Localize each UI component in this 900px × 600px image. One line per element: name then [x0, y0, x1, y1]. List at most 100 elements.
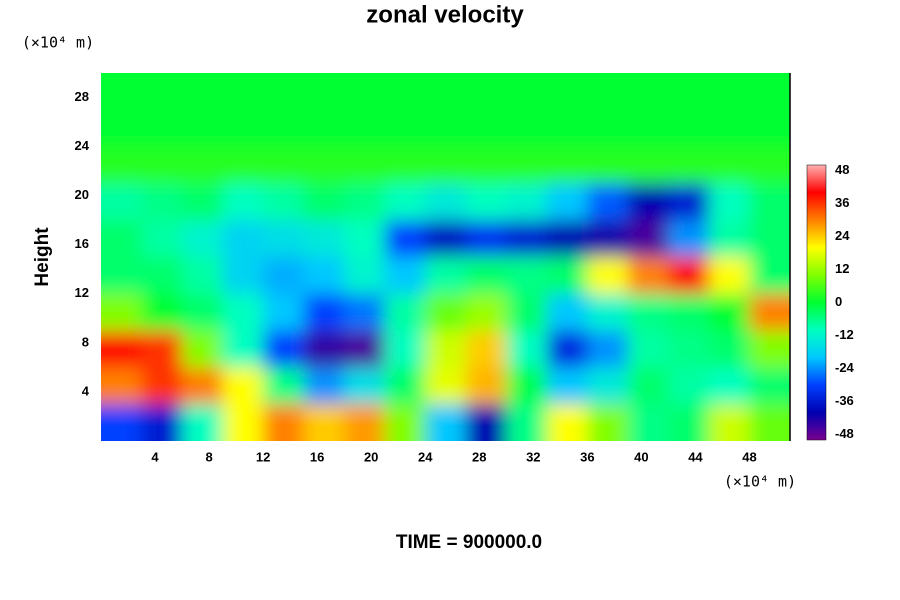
field [101, 73, 790, 441]
field-cell [182, 146, 224, 184]
field-cell [465, 109, 507, 148]
field-cell [344, 109, 386, 148]
field-cell [627, 367, 669, 405]
field-cell [425, 367, 467, 405]
field-cell [303, 146, 345, 184]
y-tick-label: 24 [75, 138, 90, 153]
field-cell [506, 404, 548, 441]
field-cell [546, 293, 588, 332]
field-cell [141, 257, 183, 295]
field-cell [222, 183, 264, 221]
field-cell [587, 404, 629, 441]
field-cell [749, 146, 790, 184]
y-tick-label: 4 [82, 383, 90, 398]
field-cell [668, 73, 710, 111]
field-cell [101, 330, 143, 368]
field-cell [749, 330, 790, 368]
field-cell [425, 146, 467, 184]
field-cell [708, 367, 750, 405]
field-cell [425, 109, 467, 148]
field-cell [384, 257, 426, 295]
field-cell [425, 257, 467, 295]
field-cell [708, 404, 750, 441]
field-cell [465, 73, 507, 111]
x-tick-label: 4 [151, 449, 159, 464]
x-tick-label: 40 [634, 449, 648, 464]
colorbar-tick-label: 0 [835, 294, 842, 309]
field-cell [627, 257, 669, 295]
field-cell [141, 220, 183, 258]
field-cell [141, 404, 183, 441]
y-tick-label: 20 [75, 187, 89, 202]
field-cell [546, 183, 588, 221]
field-cell [303, 109, 345, 148]
field-cell [465, 367, 507, 405]
field-cell [587, 146, 629, 184]
field-cell [182, 330, 224, 368]
field-cell [425, 183, 467, 221]
field-cell [141, 183, 183, 221]
field-cell [506, 146, 548, 184]
field-cell [101, 109, 143, 148]
field-cell [182, 73, 224, 111]
colorbar [806, 164, 827, 441]
field-cell [668, 404, 710, 441]
field-cell [384, 109, 426, 148]
field-cell [708, 220, 750, 258]
x-unit: (×10⁴ m) [724, 473, 796, 491]
field-cell [384, 330, 426, 368]
field-cell [384, 73, 426, 111]
field-cell [141, 73, 183, 111]
field-cell [627, 293, 669, 332]
field-cell [303, 257, 345, 295]
field-cell [749, 73, 790, 111]
field-cell [627, 330, 669, 368]
y-tick-label: 8 [82, 334, 89, 349]
field-cell [344, 293, 386, 332]
y-unit: (×10⁴ m) [22, 34, 94, 52]
field-cell [303, 183, 345, 221]
field-cell [303, 404, 345, 441]
field-cell [749, 220, 790, 258]
field-cell [101, 73, 143, 111]
field-cell [749, 183, 790, 221]
field-cells [101, 73, 790, 441]
colorbar-tick-label: 24 [835, 228, 850, 243]
field-cell [749, 293, 790, 332]
field-cell [141, 367, 183, 405]
field-cell [101, 257, 143, 295]
field-cell [587, 109, 629, 148]
field-cell [465, 330, 507, 368]
field-cell [303, 73, 345, 111]
y-tick-label: 28 [75, 89, 89, 104]
x-tick-label: 16 [310, 449, 324, 464]
field-cell [668, 330, 710, 368]
field-cell [222, 257, 264, 295]
field-cell [384, 183, 426, 221]
field-cell [344, 404, 386, 441]
y-tick-label: 16 [75, 236, 89, 251]
field-cell [344, 183, 386, 221]
field-cell [708, 293, 750, 332]
colorbar-tick-label: -24 [835, 360, 855, 375]
field-cell [222, 73, 264, 111]
field-cell [749, 367, 790, 405]
field-cell [749, 109, 790, 148]
colorbar-tick-label: -48 [835, 426, 854, 441]
field-cell [587, 220, 629, 258]
field-cell [182, 367, 224, 405]
field-cell [587, 73, 629, 111]
field-cell [749, 257, 790, 295]
field-cell [546, 73, 588, 111]
field-cell [506, 183, 548, 221]
field-cell [101, 404, 143, 441]
field-cell [668, 293, 710, 332]
field-cell [749, 404, 790, 441]
x-tick-label: 8 [205, 449, 212, 464]
x-tick-label: 36 [580, 449, 594, 464]
field-cell [222, 109, 264, 148]
field-cell [506, 330, 548, 368]
field-cell [182, 257, 224, 295]
field-cell [384, 293, 426, 332]
